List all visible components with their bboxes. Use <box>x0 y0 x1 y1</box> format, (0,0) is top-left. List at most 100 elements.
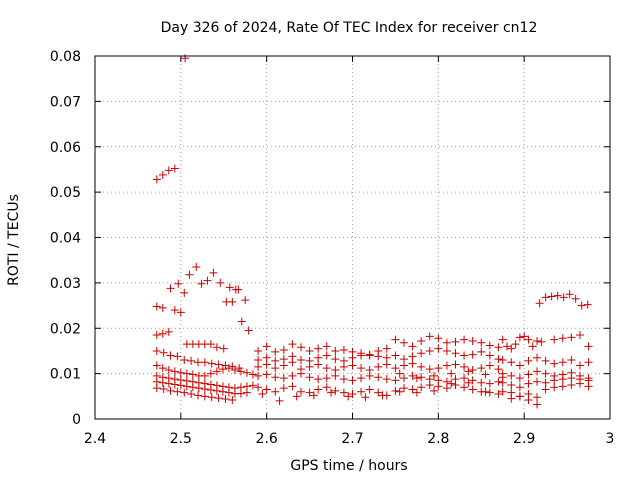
data-point <box>228 395 237 404</box>
data-point <box>515 374 524 383</box>
data-point <box>244 326 253 335</box>
data-point <box>230 365 239 374</box>
data-point <box>460 335 469 344</box>
data-point <box>533 336 542 345</box>
data-point <box>541 293 550 302</box>
data-point <box>348 353 357 362</box>
data-point <box>460 362 469 371</box>
data-point <box>158 303 167 312</box>
data-point <box>447 369 456 378</box>
data-point <box>477 364 486 373</box>
data-point <box>258 390 267 399</box>
data-point <box>180 388 189 397</box>
y-tick-label: 0.05 <box>50 185 81 201</box>
data-point <box>541 378 550 387</box>
x-tick-label: 3 <box>606 431 615 447</box>
data-point <box>288 382 297 391</box>
data-point <box>203 276 212 285</box>
data-point <box>382 360 391 369</box>
data-point <box>170 306 179 315</box>
data-point <box>152 302 161 311</box>
data-point <box>550 335 559 344</box>
data-point <box>221 395 230 404</box>
data-point <box>382 344 391 353</box>
data-point <box>575 379 584 388</box>
data-point <box>218 387 227 396</box>
data-point <box>305 362 314 371</box>
data-point <box>314 344 323 353</box>
data-point <box>357 387 366 396</box>
data-point <box>152 331 161 340</box>
data-point <box>192 262 201 271</box>
data-point <box>224 388 233 397</box>
data-point <box>182 369 191 378</box>
data-point <box>218 365 227 374</box>
data-point <box>339 346 348 355</box>
data-point <box>464 367 473 376</box>
data-point <box>248 370 257 379</box>
data-point <box>164 365 173 374</box>
data-point <box>331 346 340 355</box>
data-point <box>271 347 280 356</box>
data-point <box>187 356 196 365</box>
data-point <box>164 166 173 175</box>
data-point <box>322 374 331 383</box>
data-point <box>558 382 567 391</box>
data-point <box>158 329 167 338</box>
data-point <box>584 358 593 367</box>
data-point <box>550 376 559 385</box>
data-point <box>464 378 473 387</box>
data-point <box>241 296 250 305</box>
data-point <box>468 385 477 394</box>
data-point <box>481 387 490 396</box>
data-point <box>425 365 434 374</box>
data-point <box>412 388 421 397</box>
data-point <box>228 297 237 306</box>
data-point <box>262 360 271 369</box>
data-point <box>314 353 323 362</box>
data-point <box>374 388 383 397</box>
data-point <box>188 383 197 392</box>
data-point <box>262 385 271 394</box>
data-point <box>498 356 507 365</box>
data-point <box>365 371 374 380</box>
data-point <box>322 342 331 351</box>
data-point <box>494 377 503 386</box>
data-point <box>460 374 469 383</box>
data-point <box>494 355 503 364</box>
data-point <box>309 391 318 400</box>
x-tick-label: 2.9 <box>513 431 535 447</box>
data-point <box>503 342 511 351</box>
data-point <box>378 391 387 400</box>
data-point <box>408 385 417 394</box>
data-point <box>374 362 383 371</box>
data-point <box>400 361 408 370</box>
data-point <box>314 375 323 384</box>
data-point <box>391 351 400 360</box>
data-point <box>181 54 190 63</box>
data-point <box>170 367 179 376</box>
data-point <box>400 338 408 347</box>
data-point <box>408 342 417 351</box>
data-point <box>339 375 348 384</box>
y-tick-label: 0 <box>72 412 81 428</box>
data-point <box>216 278 225 287</box>
data-point <box>288 340 297 349</box>
data-point <box>207 359 216 368</box>
data-points <box>152 54 593 409</box>
data-point <box>408 359 417 368</box>
data-point <box>451 360 460 369</box>
data-point <box>224 364 233 373</box>
data-point <box>212 386 221 395</box>
data-point <box>212 343 221 352</box>
data-point <box>382 375 391 384</box>
data-point <box>292 392 301 401</box>
data-point <box>524 370 533 379</box>
data-point <box>212 367 221 376</box>
data-point <box>417 362 426 371</box>
data-point <box>236 367 245 376</box>
x-tick-label: 2.4 <box>84 431 106 447</box>
data-point <box>395 387 404 396</box>
data-point <box>524 356 533 365</box>
